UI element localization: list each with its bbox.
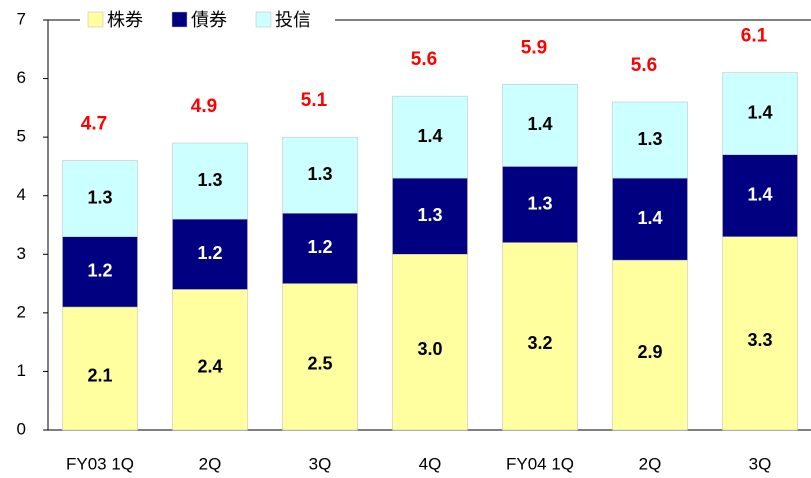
legend-swatch: [87, 11, 104, 28]
value-label: 1.4: [527, 114, 552, 134]
bar-segment: [722, 154, 798, 237]
y-tick-label: 5: [17, 127, 26, 146]
value-label: 2.4: [197, 356, 222, 376]
value-label: 3.3: [747, 330, 772, 350]
bar-segment: [502, 84, 578, 167]
y-tick-label: 6: [17, 68, 26, 87]
value-label: 1.2: [307, 237, 332, 257]
value-label: 1.4: [637, 208, 662, 228]
bar-segment: [612, 101, 688, 179]
value-label: 1.3: [87, 187, 112, 207]
legend-label: 株券: [107, 10, 143, 30]
total-label: 4.7: [81, 114, 107, 135]
bar-segment: [502, 242, 578, 431]
total-label: 5.9: [521, 37, 547, 58]
value-label: 1.2: [197, 243, 222, 263]
y-tick-label: 3: [17, 244, 26, 263]
value-label: 2.5: [307, 354, 332, 374]
x-tick-label: 2Q: [639, 454, 662, 473]
total-label: 5.1: [301, 90, 328, 111]
legend-bg: [80, 8, 335, 34]
bar-segment: [612, 177, 688, 261]
x-tick-label: 3Q: [309, 454, 332, 473]
bar-segment: [62, 236, 138, 308]
x-tick-label: FY04 1Q: [506, 454, 574, 473]
legend-label: 投信: [275, 10, 311, 30]
total-label: 4.9: [191, 96, 217, 117]
bar-segment: [172, 142, 248, 220]
bar-segment: [722, 72, 798, 155]
bar-segment: [392, 95, 468, 179]
value-label: 3.0: [417, 339, 442, 359]
bar-segment: [612, 259, 688, 431]
value-label: 3.2: [527, 333, 552, 353]
x-tick-label: 2Q: [199, 454, 222, 473]
y-tick-label: 0: [17, 419, 26, 438]
value-label: 1.3: [197, 170, 222, 190]
total-label: 5.6: [411, 49, 437, 70]
value-label: 1.4: [417, 126, 442, 146]
bar-segment: [282, 283, 358, 431]
legend-label: 債券: [191, 10, 227, 30]
bar-segment: [392, 254, 468, 431]
bar-segment: [62, 306, 138, 431]
x-tick-label: 4Q: [419, 454, 442, 473]
total-label: 6.1: [741, 26, 768, 47]
bar-segment: [502, 166, 578, 243]
y-tick-label: 7: [17, 9, 26, 28]
y-tick-label: 4: [17, 185, 26, 204]
legend-swatch: [171, 11, 188, 28]
value-label: 1.4: [747, 184, 772, 204]
bar-segment: [282, 213, 358, 284]
bar-segment: [282, 136, 358, 214]
x-tick-label: FY03 1Q: [66, 454, 134, 473]
bar-segment: [62, 160, 138, 237]
x-tick-label: 3Q: [749, 454, 772, 473]
legend-swatch: [255, 11, 272, 28]
total-label: 5.6: [631, 55, 657, 76]
value-label: 1.4: [747, 102, 772, 122]
value-label: 1.3: [417, 205, 442, 225]
bar-segment: [722, 236, 798, 431]
value-label: 1.3: [637, 129, 662, 149]
bar-segment: [392, 177, 468, 255]
bar-segment: [172, 218, 248, 290]
value-label: 2.1: [87, 365, 112, 385]
value-label: 1.3: [527, 193, 552, 213]
bar-segment: [172, 289, 248, 431]
y-tick-label: 1: [17, 361, 26, 380]
value-label: 1.2: [87, 261, 112, 281]
value-label: 1.3: [307, 164, 332, 184]
y-tick-label: 2: [17, 302, 26, 321]
value-label: 2.9: [637, 342, 662, 362]
